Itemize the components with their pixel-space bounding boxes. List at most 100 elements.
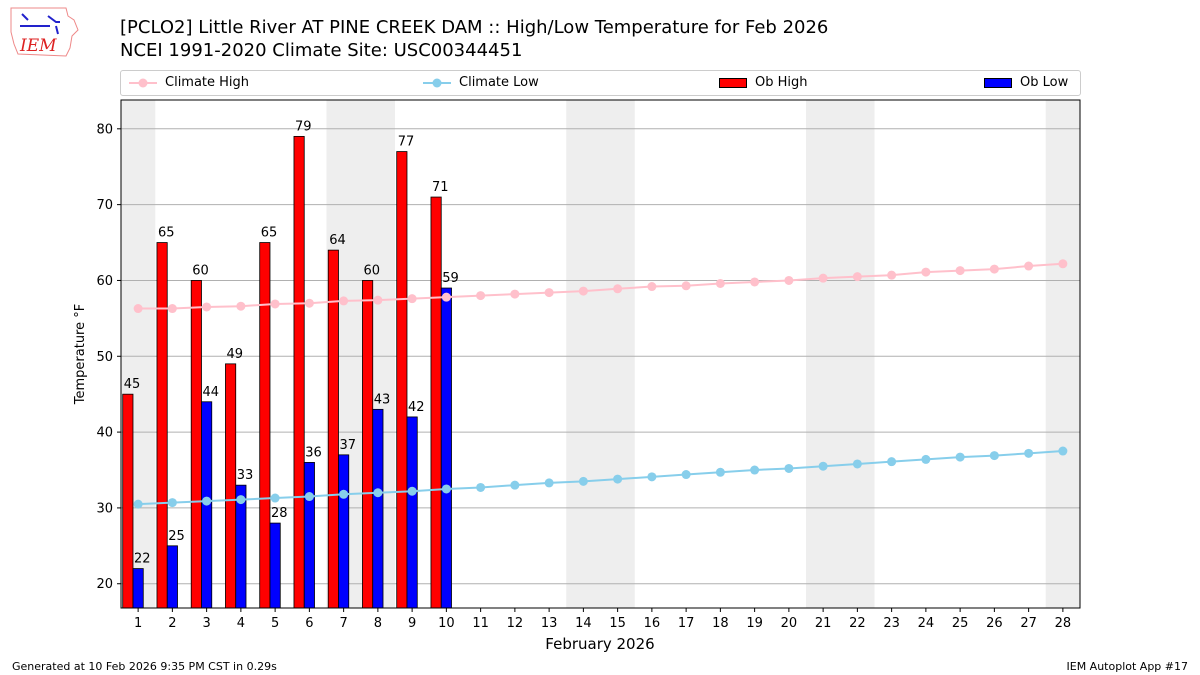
climate-high-point	[407, 294, 417, 304]
y-tick-label: 20	[96, 577, 113, 592]
ob-low-bar	[372, 408, 384, 609]
ob-high-bar-label: 60	[363, 263, 380, 278]
ob-high-bar-label: 60	[192, 263, 209, 278]
chart-subtitle: NCEI 1991-2020 Climate Site: USC00344451	[120, 40, 523, 61]
climate-low-point	[613, 474, 623, 484]
ob-low-bar-label: 36	[305, 445, 322, 460]
climate-low-point	[921, 454, 931, 464]
x-tick-label: 4	[237, 616, 245, 631]
y-tick-label: 30	[96, 501, 113, 516]
legend-label: Ob Low	[1020, 75, 1069, 90]
climate-low-point	[544, 478, 554, 488]
ob-low-bar	[132, 568, 144, 609]
chart-title: [PCLO2] Little River AT PINE CREEK DAM :…	[120, 17, 829, 38]
weekend-shade	[566, 100, 635, 608]
climate-low-point	[1024, 448, 1034, 458]
ob-low-bar-label: 28	[271, 506, 288, 521]
x-tick-label: 26	[986, 616, 1003, 631]
ob-high-bar-label: 65	[261, 226, 278, 241]
climate-low-point	[818, 461, 828, 471]
ob-low-bar	[338, 454, 350, 609]
ob-high-bar	[156, 242, 168, 609]
climate-low-point	[989, 451, 999, 461]
x-tick-label: 9	[408, 616, 416, 631]
ob-high-bar	[293, 135, 305, 609]
ob-high-bar	[259, 242, 271, 609]
climate-high-point	[1024, 261, 1034, 271]
climate-low-point	[407, 486, 417, 496]
climate-high-point	[202, 302, 212, 312]
footer-generated: Generated at 10 Feb 2026 9:35 PM CST in …	[12, 660, 277, 673]
legend-climate-high: Climate High	[129, 75, 249, 90]
x-tick-label: 18	[712, 616, 729, 631]
climate-high-point	[750, 277, 760, 287]
climate-high-point	[921, 267, 931, 277]
legend-climate-low: Climate Low	[423, 75, 539, 90]
x-tick-label: 22	[849, 616, 866, 631]
x-tick-label: 24	[918, 616, 935, 631]
footer-app: IEM Autoplot App #17	[1066, 660, 1189, 673]
climate-high-point	[236, 301, 246, 311]
climate-low-point	[887, 457, 897, 467]
y-tick-label: 60	[96, 274, 113, 289]
climate-high-point	[887, 270, 897, 280]
climate-low-point	[715, 467, 725, 477]
x-tick-label: 20	[781, 616, 798, 631]
climate-low-swatch	[423, 78, 451, 87]
x-axis-label: February 2026	[545, 635, 654, 653]
y-tick-label: 50	[96, 350, 113, 365]
x-tick-label: 28	[1055, 616, 1072, 631]
x-tick-label: 10	[438, 616, 455, 631]
climate-high-point	[441, 292, 451, 302]
climate-high-point	[304, 298, 314, 308]
x-tick-label: 5	[271, 616, 279, 631]
ob-high-bar	[122, 393, 134, 609]
ob-high-swatch	[719, 77, 747, 88]
y-tick-label: 80	[96, 122, 113, 137]
climate-low-point	[955, 452, 965, 462]
climate-high-point	[715, 278, 725, 288]
ob-high-bar	[430, 196, 442, 609]
x-tick-label: 2	[168, 616, 176, 631]
climate-low-point	[852, 459, 862, 469]
ob-high-bar-label: 77	[398, 135, 415, 150]
ob-high-bar-label: 65	[158, 226, 175, 241]
climate-low-point	[236, 495, 246, 505]
ob-low-bar-label: 25	[168, 529, 185, 544]
iem-logo: IEM	[10, 7, 79, 57]
climate-low-line	[138, 450, 1063, 506]
ob-high-bar-label: 45	[124, 377, 141, 392]
x-tick-label: 6	[305, 616, 313, 631]
climate-high-point	[270, 299, 280, 309]
climate-low-point	[750, 465, 760, 475]
legend-ob-high: Ob High	[719, 75, 808, 90]
climate-high-point	[339, 296, 349, 306]
x-tick-label: 3	[202, 616, 210, 631]
climate-high-point	[613, 284, 623, 294]
legend-label: Climate High	[165, 75, 250, 90]
legend-label: Ob High	[755, 75, 808, 90]
climate-low-point	[681, 470, 691, 480]
ob-high-bar	[225, 363, 237, 609]
climate-high-point	[544, 288, 554, 298]
ob-low-swatch	[984, 77, 1012, 88]
x-tick-label: 27	[1020, 616, 1037, 631]
climate-high-point	[681, 281, 691, 291]
climate-high-point	[784, 275, 794, 285]
climate-low-point	[304, 492, 314, 502]
logo-text: IEM	[19, 36, 57, 56]
x-tick-label: 13	[541, 616, 558, 631]
climate-high-point	[133, 304, 143, 314]
y-tick-label: 40	[96, 426, 113, 441]
x-tick-label: 15	[609, 616, 626, 631]
y-axis-label: Temperature °F	[73, 304, 88, 405]
x-tick-label: 8	[374, 616, 382, 631]
ob-low-bar	[166, 545, 178, 609]
legend: Climate High Climate Low Ob High Ob Low	[120, 70, 1081, 96]
x-tick-label: 1	[134, 616, 142, 631]
climate-high-point	[373, 295, 383, 305]
ob-high-bar	[362, 280, 374, 609]
x-tick-label: 11	[472, 616, 489, 631]
climate-low-point	[133, 499, 143, 509]
ob-high-bar	[396, 151, 408, 609]
